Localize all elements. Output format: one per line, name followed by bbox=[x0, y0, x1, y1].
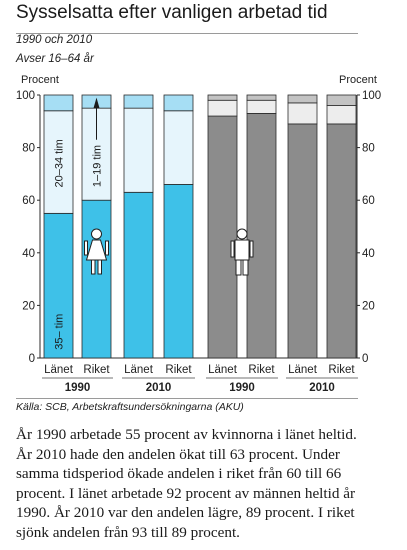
woman-icon bbox=[84, 228, 109, 275]
annotation-low-time: 1–19 tim bbox=[92, 145, 104, 187]
source-divider bbox=[16, 398, 358, 399]
bar-men-low-4 bbox=[207, 94, 238, 101]
bar-men-mid-5 bbox=[246, 99, 277, 114]
bar-women-low-0 bbox=[43, 94, 74, 112]
x-tick-label: Riket bbox=[83, 364, 110, 376]
year-label-1990: 1990 bbox=[229, 382, 255, 394]
y-tick-label-right: 40 bbox=[362, 248, 375, 260]
bar-women-full-2 bbox=[123, 191, 154, 359]
y-tick-label-left: 60 bbox=[22, 195, 35, 207]
title-divider bbox=[16, 33, 358, 34]
year-label-2010: 2010 bbox=[146, 382, 172, 394]
y-tick-label-right: 60 bbox=[362, 195, 375, 207]
bar-men-low-7 bbox=[326, 94, 357, 106]
bar-men-full-4 bbox=[207, 115, 238, 359]
y-tick-label-right: 80 bbox=[362, 143, 375, 155]
bar-men-mid-6 bbox=[287, 102, 318, 125]
y-tick-label-left: 0 bbox=[29, 353, 35, 365]
y-axis-title-right: Procent bbox=[339, 74, 377, 86]
chart-note: Avser 16–64 år bbox=[16, 53, 94, 65]
y-tick-label-right: 0 bbox=[362, 353, 368, 365]
x-tick-label: Riket bbox=[248, 364, 275, 376]
x-tick-label: Riket bbox=[165, 364, 192, 376]
bar-men-low-5 bbox=[246, 94, 277, 101]
year-label-2010: 2010 bbox=[309, 382, 335, 394]
annotation-arrow-head bbox=[93, 97, 100, 109]
y-tick-label-left: 40 bbox=[22, 248, 35, 260]
bar-men-full-7 bbox=[326, 123, 357, 359]
employment-chart: Procent Procent 0 0 20 20 40 40 60 60 80 80 100 100 Lä… bbox=[16, 74, 381, 394]
y-tick-label-left: 20 bbox=[22, 300, 35, 312]
y-axis-title-left: Procent bbox=[21, 74, 59, 86]
source-note: Källa: SCB, Arbetskraftsundersökningarna… bbox=[16, 401, 244, 413]
chart-title: Sysselsatta efter vanligen arbetad tid bbox=[16, 2, 328, 23]
bar-men-full-6 bbox=[287, 123, 318, 359]
x-tick-label: Länet bbox=[288, 364, 318, 376]
annotation-full-time: 35– tim bbox=[54, 314, 66, 350]
chart-subtitle: 1990 och 2010 bbox=[16, 34, 93, 46]
bar-women-full-0 bbox=[43, 212, 74, 359]
bar-men-mid-4 bbox=[207, 99, 238, 117]
bar-men-mid-7 bbox=[326, 105, 357, 125]
annotation-mid-time: 20–34 tim bbox=[54, 139, 66, 187]
bar-women-full-3 bbox=[163, 184, 194, 359]
x-tick-label: Länet bbox=[44, 364, 74, 376]
bar-women-low-3 bbox=[163, 94, 194, 112]
bar-men-low-6 bbox=[287, 94, 318, 104]
man-icon bbox=[230, 228, 254, 276]
x-tick-label: Länet bbox=[124, 364, 154, 376]
bar-women-mid-0 bbox=[43, 110, 74, 214]
y-tick-label-left: 100 bbox=[16, 90, 35, 102]
y-tick-label-left: 80 bbox=[22, 143, 35, 155]
y-tick-label-right: 20 bbox=[362, 300, 375, 312]
x-tick-label: Länet bbox=[208, 364, 238, 376]
bar-men-full-5 bbox=[246, 113, 277, 359]
bar-women-mid-3 bbox=[163, 110, 194, 185]
bar-women-low-2 bbox=[123, 94, 154, 109]
bar-women-full-1 bbox=[81, 199, 112, 359]
body-paragraph: År 1990 arbetade 55 procent av kvinnorna… bbox=[16, 426, 357, 541]
year-label-1990: 1990 bbox=[65, 382, 91, 394]
bar-women-mid-2 bbox=[123, 107, 154, 193]
y-tick-label-right: 100 bbox=[362, 90, 381, 102]
x-tick-label: Riket bbox=[328, 364, 355, 376]
